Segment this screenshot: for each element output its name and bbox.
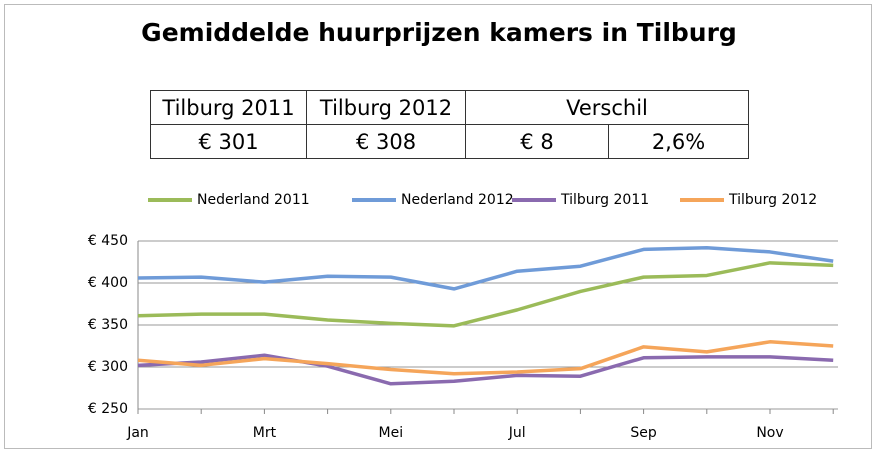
legend-label: Tilburg 2012	[728, 192, 817, 208]
header-cell: Verschil	[465, 90, 749, 125]
series-line	[137, 340, 834, 376]
x-tick-label: Jul	[508, 425, 526, 441]
x-tick-label: Jan	[126, 425, 149, 441]
frame	[4, 4, 872, 449]
x-tick-label: Sep	[630, 425, 657, 441]
legend-label: Nederland 2011	[197, 192, 310, 208]
legend-label: Tilburg 2011	[560, 192, 649, 208]
series-line	[137, 245, 834, 291]
x-tick-label: Mrt	[253, 425, 277, 441]
legend-label: Nederland 2012	[401, 192, 514, 208]
y-tick-label: € 250	[88, 401, 128, 417]
cell: € 8	[465, 124, 609, 159]
chart-title: Gemiddelde huurprijzen kamers in Tilburg	[141, 18, 737, 47]
cell: 2,6%	[608, 124, 749, 159]
y-tick-label: € 450	[88, 233, 128, 249]
x-tick-label: Mei	[379, 425, 404, 441]
summary-table: Tilburg 2011 Tilburg 2012 Verschil € 301…	[150, 90, 749, 159]
y-tick-label: € 300	[88, 359, 128, 375]
y-tick-label: € 350	[88, 317, 128, 333]
y-tick-label: € 400	[88, 275, 128, 291]
series-line	[137, 353, 834, 386]
series-line	[137, 261, 834, 328]
x-tick-label: Nov	[756, 425, 783, 441]
cell: € 301	[150, 124, 307, 159]
cell: € 308	[306, 124, 466, 159]
